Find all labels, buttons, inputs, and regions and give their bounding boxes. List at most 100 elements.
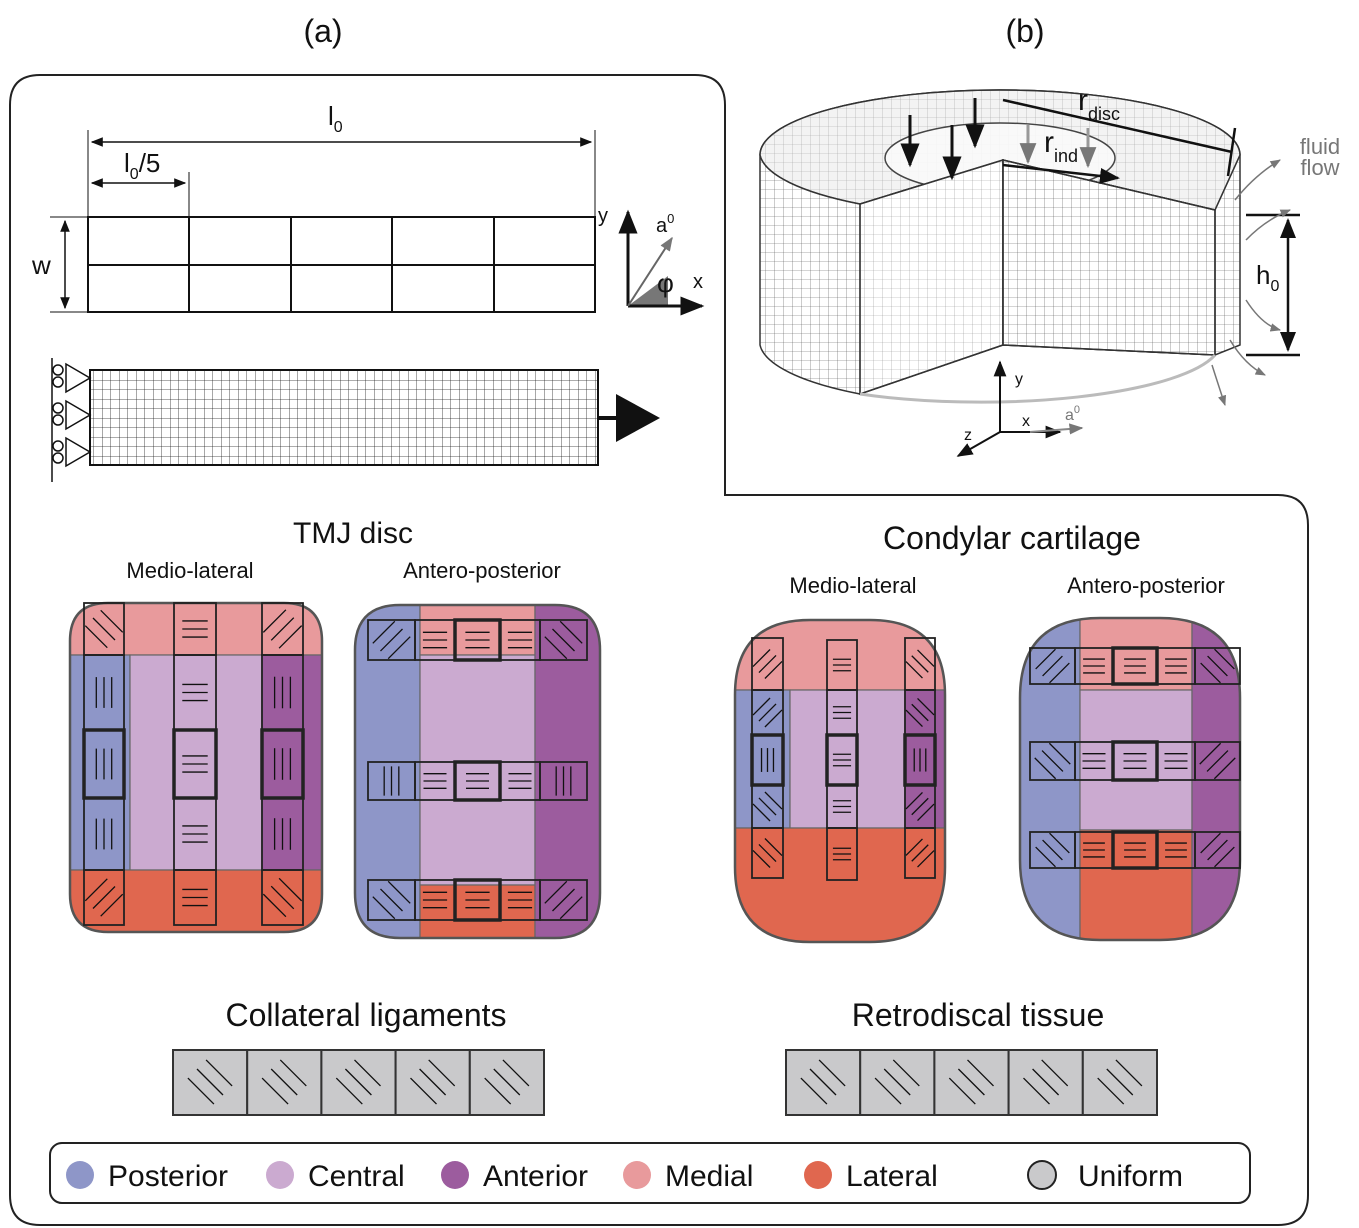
legend-label: Central <box>308 1160 405 1193</box>
fiber-line <box>100 893 124 917</box>
fiber-line <box>380 628 403 652</box>
fiber-cell <box>1194 831 1241 869</box>
subscript: 0 <box>334 119 343 136</box>
fiber-line <box>911 797 929 816</box>
fiber-line <box>905 792 923 810</box>
fiber-line <box>1207 655 1228 677</box>
panel-label: (a) <box>303 13 342 49</box>
fiber-line <box>758 655 777 673</box>
fiber-line <box>372 896 396 920</box>
axis-label: x <box>1022 413 1030 430</box>
legend-swatch <box>441 1161 469 1189</box>
fiber-cell <box>751 827 784 879</box>
uniform-bar <box>172 1049 545 1116</box>
fiber-line <box>752 697 771 716</box>
fiber-line <box>270 885 295 910</box>
fiber-line <box>967 1059 994 1087</box>
fiber-line <box>84 878 108 902</box>
symbol: r <box>1078 84 1088 117</box>
fiber-line <box>1106 1068 1134 1096</box>
fiber-line <box>262 609 287 633</box>
mesh <box>89 369 599 466</box>
fiber-line <box>758 703 777 722</box>
subscript: 0 <box>130 166 139 183</box>
fiber-line <box>552 888 575 912</box>
region-diagram <box>733 618 947 944</box>
region <box>70 654 131 871</box>
fiber-line <box>1041 1059 1069 1087</box>
dimension-label: rind <box>1044 126 1078 166</box>
fiber-line <box>196 1068 224 1096</box>
region <box>534 605 600 938</box>
fiber-line <box>752 849 771 868</box>
fiber-line <box>752 803 771 822</box>
fiber-line <box>1049 662 1070 684</box>
fiber-line <box>1042 839 1063 861</box>
fiber-line <box>205 1059 233 1087</box>
symbol: h <box>1256 260 1270 290</box>
view-label: Medio-lateral <box>126 558 253 583</box>
fiber-line <box>261 1077 289 1105</box>
fiber-line <box>428 1059 456 1087</box>
legend-label: Medial <box>665 1160 753 1193</box>
outline <box>353 603 602 940</box>
region <box>129 654 263 871</box>
fiber-line <box>372 620 396 644</box>
fiber-cell <box>1194 741 1241 781</box>
fiber-line <box>354 1059 381 1087</box>
fiber-cell <box>539 761 588 801</box>
fiber-line <box>758 797 777 816</box>
load-arrow <box>598 394 660 442</box>
cylinder <box>759 89 1241 404</box>
legend-box <box>49 1142 1251 1204</box>
fiber-line <box>1034 757 1057 780</box>
region <box>1079 689 1193 831</box>
dimension-label: rdisc <box>1078 84 1120 124</box>
fiber-line <box>1035 846 1056 868</box>
fiber-line <box>911 844 929 862</box>
fiber-line <box>892 1059 920 1087</box>
legend-label: Posterior <box>108 1160 228 1193</box>
legend-label: Uniform <box>1078 1160 1183 1193</box>
fiber-cell <box>83 869 125 926</box>
fiber-line <box>544 636 568 660</box>
legend-swatch <box>1027 1160 1057 1190</box>
section-title: Condylar cartilage <box>883 520 1141 556</box>
fiber-line <box>270 1068 298 1096</box>
fiber-line <box>1048 742 1071 765</box>
fiber-line <box>1206 750 1229 772</box>
fiber-line <box>559 896 583 920</box>
fiber-line <box>764 660 783 679</box>
superscript: 0 <box>1074 404 1080 416</box>
fiber-line <box>758 844 777 862</box>
fiber-line <box>419 1068 447 1096</box>
axis-label: y <box>1015 371 1023 388</box>
frame <box>9 74 1309 1226</box>
axis-label: x <box>693 271 703 293</box>
fiber-line <box>1200 832 1221 854</box>
fiber-line <box>809 1068 837 1096</box>
fiber-line <box>1042 655 1063 677</box>
dimension-label: w <box>31 250 51 280</box>
region <box>419 654 536 886</box>
fiber-line <box>764 709 783 728</box>
fiber-line <box>380 888 403 912</box>
legend-label: Lateral <box>846 1160 938 1193</box>
fiber-line <box>335 1077 363 1105</box>
fiber-line <box>874 1077 902 1105</box>
fiber-cell <box>173 869 217 926</box>
region <box>1079 829 1193 940</box>
fiber-line <box>278 625 303 649</box>
fiber-line <box>764 791 783 810</box>
fiber-line <box>764 838 783 857</box>
fiber-line <box>544 880 568 904</box>
legend-swatch <box>66 1161 94 1189</box>
axis-label: a0 <box>656 211 674 237</box>
symbol: l <box>124 148 130 178</box>
fiber-cell <box>1194 647 1241 685</box>
legend-swatch <box>804 1161 832 1189</box>
uniform-bar <box>785 1049 1159 1116</box>
fiber-line <box>92 617 116 641</box>
indenter-arrows <box>900 98 1097 181</box>
